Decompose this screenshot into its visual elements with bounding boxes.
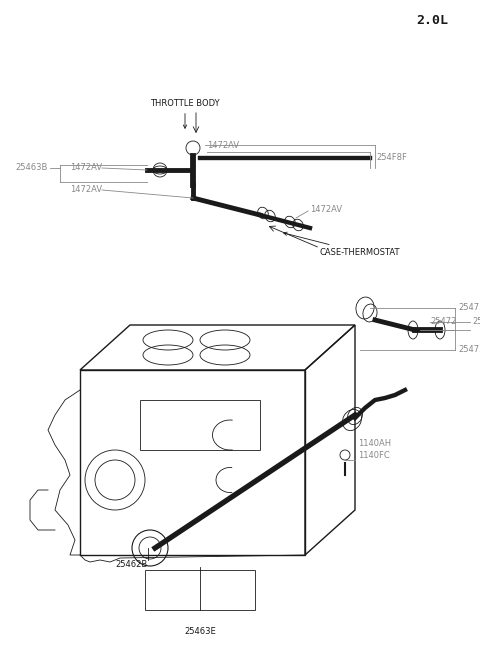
Text: 25462B: 25462B [115,560,147,569]
Text: 25463B: 25463B [15,164,48,173]
Text: 1472AV: 1472AV [207,141,239,150]
Text: 25473C: 25473C [458,304,480,313]
Circle shape [340,450,350,460]
Bar [145,570,255,610]
Text: 25480: 25480 [472,317,480,327]
Text: 25472: 25472 [430,317,456,327]
Text: 1472AV: 1472AV [70,185,102,194]
Text: 254F8F: 254F8F [376,154,407,162]
Text: 25463E: 25463E [184,627,216,637]
Bar [140,400,260,450]
Text: 1140FC: 1140FC [358,451,390,460]
Text: 25473C: 25473C [458,346,480,355]
Text: 1472AV: 1472AV [70,164,102,173]
Text: 1472AV: 1472AV [310,206,342,214]
Text: THROTTLE BODY: THROTTLE BODY [150,99,220,128]
Text: 1140AH: 1140AH [358,439,391,448]
Text: CASE-THERMOSTAT: CASE-THERMOSTAT [284,232,400,257]
Text: 2.0L: 2.0L [416,14,448,27]
